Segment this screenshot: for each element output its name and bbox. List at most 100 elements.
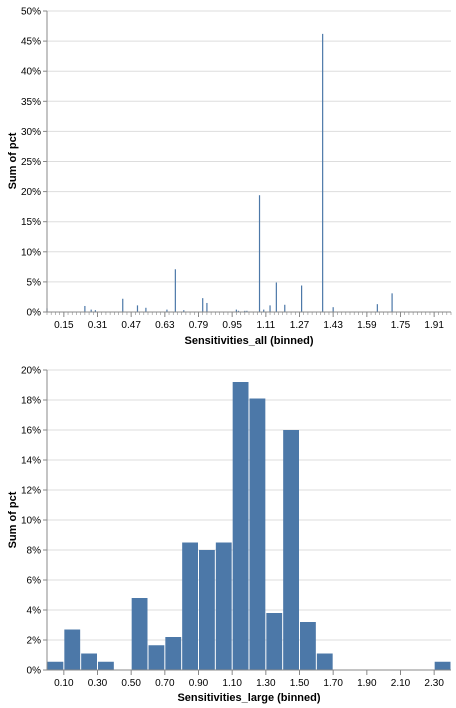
chart-bottom: 0% 2% 4% 6% 8% 10% 12% 14% 16% 18% 20% 0.10 0.30 0.50… [7,366,451,704]
c2-x-tick-label: 2.10 [391,678,411,689]
c2-x-tick-label: 0.90 [189,678,209,689]
c1-bar [284,304,286,312]
c1-bar [275,282,277,312]
c2-y-tick-label: 16% [21,426,41,437]
c1-bar [263,309,265,312]
c1-bar [122,298,124,312]
c2-y-tick-label: 4% [27,606,42,617]
c2-x-tick-label: 1.10 [222,678,242,689]
c2-y-tick-label: 12% [21,486,41,497]
c1-x-tick-label: 1.43 [323,320,343,331]
c1-bar [166,309,168,312]
chart-bottom-x-axis-title: Sensitivities_large (binned) [177,692,320,704]
c2-x-tick-label: 1.70 [323,678,343,689]
c2-y-tick-label: 2% [27,636,42,647]
c2-y-tick-label: 14% [21,456,41,467]
c1-x-tick-label: 1.59 [357,320,377,331]
c2-bar [266,613,283,670]
c2-y-tick-label: 10% [21,516,41,527]
c1-bar [258,195,261,312]
c2-x-tick-label: 2.30 [424,678,444,689]
c2-bar [199,550,215,670]
c2-bar [148,645,165,670]
c1-y-tick-label: 20% [21,187,41,198]
c1-y-tick-label: 45% [21,37,41,48]
c2-bar [232,382,249,670]
c1-x-tick-label: 0.31 [88,320,108,331]
c1-bar [145,307,147,312]
c1-bar [84,305,86,312]
c1-bar [174,269,176,312]
c1-y-tick-label: 50% [21,7,41,18]
c2-x-tick-label: 1.30 [256,678,276,689]
c2-x-tick-label: 0.70 [155,678,175,689]
c2-bar [64,629,81,670]
c1-bar [183,310,185,312]
c2-bar [249,398,266,670]
c1-x-tick-label: 1.27 [290,320,310,331]
c2-bar [165,637,182,670]
c1-bar [206,302,208,312]
c2-x-tick-label: 1.90 [357,678,377,689]
c2-x-tick-label: 1.50 [290,678,310,689]
c2-bar [47,661,64,670]
c2-bar [434,661,451,670]
c2-bar [131,598,148,670]
c1-bar [301,285,303,312]
c1-bar [90,309,92,312]
c1-x-tick-label: 1.91 [424,320,444,331]
c2-y-tick-label: 6% [27,576,42,587]
c1-y-tick-label: 5% [27,277,42,288]
chart-top-bars [46,33,393,312]
c2-bar [316,653,333,670]
c2-y-tick-label: 0% [27,666,42,677]
c1-y-tick-label: 30% [21,127,41,138]
chart-top-y-axis-title: Sum of pct [7,132,19,189]
c2-y-tick-label: 20% [21,366,41,377]
c1-bar [322,33,324,312]
c1-bar [202,298,204,312]
c1-bar [235,309,237,312]
c1-x-tick-label: 1.11 [256,320,275,331]
c1-y-tick-label: 10% [21,247,41,258]
chart-top: 0% 5% 10% 15% 20% 25% 30% 35% 40% 45% 50% 0.15 0.31 0… [7,7,452,347]
c1-bar [244,310,246,312]
c1-x-tick-label: 0.95 [222,320,242,331]
c2-bar [98,661,114,670]
c2-bar [215,542,232,670]
c1-bar [332,307,334,312]
c2-x-tick-label: 0.50 [121,678,141,689]
c1-bar [391,293,393,312]
c2-y-tick-label: 8% [27,546,42,557]
c1-bar [246,310,248,312]
c1-y-tick-label: 15% [21,217,41,228]
c1-x-tick-label: 0.79 [189,320,209,331]
c1-y-tick-label: 25% [21,157,41,168]
chart-top-axes: 0% 5% 10% 15% 20% 25% 30% 35% 40% 45% 50% 0.15 0.31 0… [21,7,452,331]
c1-x-tick-label: 0.47 [121,320,141,331]
c2-x-tick-label: 0.30 [88,678,108,689]
c2-y-tick-label: 18% [21,396,41,407]
c2-bar [283,430,299,670]
chart-top-x-axis-title: Sensitivities_all (binned) [185,335,314,347]
chart-bottom-gridlines [47,369,451,671]
c1-y-tick-label: 35% [21,97,41,108]
c1-bar [94,310,96,312]
c1-x-tick-label: 0.63 [155,320,175,331]
chart-bottom-y-axis-title: Sum of pct [7,491,19,548]
c1-y-tick-label: 0% [27,308,42,319]
chart-bottom-axes: 0% 2% 4% 6% 8% 10% 12% 14% 16% 18% 20% 0.10 0.30 0.50… [21,366,451,689]
c1-y-tick-label: 40% [21,67,41,78]
c1-x-tick-label: 0.15 [54,320,74,331]
c2-bar [81,653,97,670]
c1-bar [376,304,378,312]
c2-x-tick-label: 0.10 [54,678,74,689]
c1-bar [269,305,271,312]
chart-bottom-bars [47,382,451,670]
chart-top-gridlines [47,10,451,313]
c1-x-tick-label: 1.75 [391,320,411,331]
c2-bar [182,542,198,670]
c1-bar [237,310,240,312]
c2-bar [300,622,316,670]
